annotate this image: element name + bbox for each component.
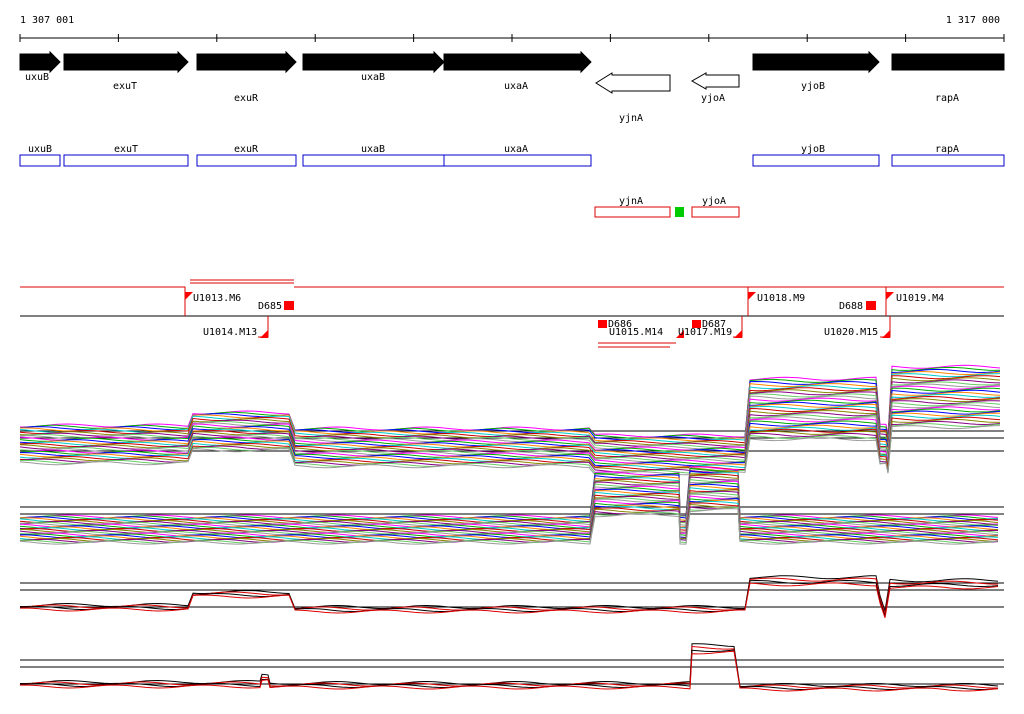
trace — [20, 364, 1001, 438]
feature-label: U1013.M6 — [193, 293, 241, 304]
box-label: exuT — [114, 144, 138, 155]
trace — [19, 470, 999, 522]
feature-label: D686 — [608, 319, 632, 330]
trace — [20, 575, 999, 611]
feature-label: D688 — [839, 301, 863, 312]
feature-label: U1015.M14 — [609, 327, 663, 338]
gene-label: uxaB — [361, 72, 385, 83]
feature-label: D687 — [702, 319, 726, 330]
trace — [19, 404, 1001, 463]
box-label: uxuB — [28, 144, 52, 155]
gene-label: uxuB — [25, 72, 49, 83]
box-label: uxaB — [361, 144, 385, 155]
trace — [20, 643, 999, 688]
gene-label: rapA — [935, 93, 959, 104]
feature-label: U1020.M15 — [824, 327, 878, 338]
trace — [19, 366, 1001, 439]
feature-label: D685 — [258, 301, 282, 312]
gene-label: yjoA — [701, 93, 725, 104]
trace — [19, 650, 999, 692]
box-label: exuR — [234, 144, 259, 155]
trace — [19, 470, 999, 521]
features: U1013.M6 D685 U1014.M13 D686 U1015.M14 U… — [20, 279, 1004, 348]
gene-arrows — [19, 50, 1005, 94]
trace — [19, 402, 1001, 461]
feature-label: U1017.M19 — [678, 327, 732, 338]
box-label: uxaA — [504, 144, 528, 155]
trace — [19, 377, 1001, 446]
rna-boxes: yjnA yjoA — [594, 196, 740, 218]
box-label: yjoA — [702, 196, 726, 207]
trace — [19, 508, 999, 545]
trace — [20, 466, 999, 519]
trace — [19, 416, 1001, 470]
box-label: rapA — [935, 144, 959, 155]
feature-label: U1014.M13 — [203, 327, 257, 338]
gene-label: yjnA — [619, 113, 643, 124]
gene-label: uxaA — [504, 81, 528, 92]
gene-label: exuT — [113, 81, 137, 92]
trace — [19, 577, 998, 614]
gene-labels: uxuB exuT exuR uxaB uxaA yjnA yjoA yjoB … — [25, 72, 959, 124]
feature-label: U1019.M4 — [896, 293, 944, 304]
trace — [19, 389, 1001, 454]
box-label: yjoB — [801, 144, 825, 155]
gene-label: exuR — [234, 93, 259, 104]
trace — [19, 418, 1001, 472]
trace — [19, 425, 1001, 476]
ruler-end: 1 317 000 — [946, 15, 1000, 26]
box-label: yjnA — [619, 196, 643, 207]
trace — [19, 391, 1001, 455]
feature-label: U1018.M9 — [757, 293, 805, 304]
trace — [19, 582, 999, 618]
gene-boxes: uxuB exuT exuR uxaB uxaA yjoB rapA — [19, 144, 1005, 167]
gene-label: yjoB — [801, 81, 825, 92]
expression-traces — [19, 364, 1004, 692]
ruler: 1 307 001 1 317 000 — [19, 15, 1005, 42]
trace — [19, 379, 1001, 447]
ruler-start: 1 307 001 — [20, 15, 74, 26]
trace — [19, 468, 998, 520]
